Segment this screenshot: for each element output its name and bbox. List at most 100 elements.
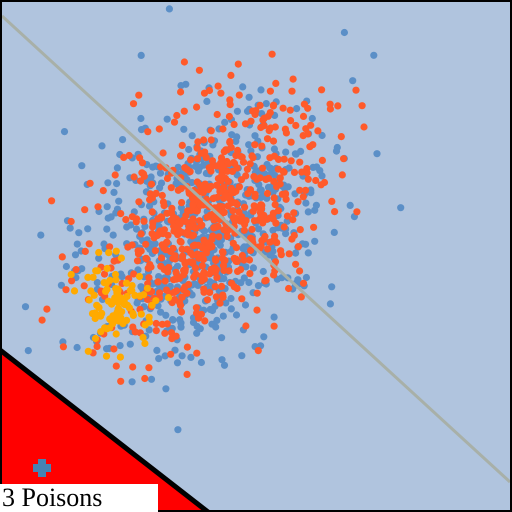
red-point: [263, 135, 272, 143]
divider-line: [0, 14, 512, 484]
blue-point: [193, 329, 201, 337]
red-point: [146, 190, 154, 198]
red-point: [193, 155, 201, 163]
red-point: [200, 285, 208, 293]
blue-point: [145, 326, 153, 334]
red-point: [211, 283, 219, 291]
orange-point: [126, 286, 134, 295]
red-point: [248, 225, 256, 233]
red-point: [262, 276, 270, 284]
red-point: [194, 138, 202, 146]
blue-point: [113, 164, 121, 172]
red-point: [274, 155, 283, 163]
red-point: [212, 293, 220, 301]
red-point: [259, 219, 267, 227]
red-point: [223, 167, 231, 175]
red-point: [200, 236, 208, 244]
red-point: [216, 299, 224, 307]
red-point: [173, 111, 181, 120]
red-point: [137, 230, 145, 238]
orange-point: [103, 264, 111, 273]
red-point: [219, 293, 227, 301]
red-point: [110, 345, 118, 353]
blue-point: [103, 345, 111, 353]
red-point: [173, 287, 181, 295]
red-point: [172, 275, 180, 283]
blue-point: [137, 51, 145, 60]
blue-point: [118, 273, 126, 281]
red-point: [112, 362, 120, 370]
red-point: [178, 293, 186, 301]
red-point: [228, 167, 237, 175]
red-point: [191, 264, 200, 272]
red-point: [279, 104, 287, 112]
red-point: [43, 305, 51, 313]
blue-point: [187, 353, 195, 361]
red-point: [246, 160, 254, 168]
blue-point: [71, 251, 80, 259]
red-point: [249, 154, 257, 162]
red-point: [170, 213, 178, 221]
red-point: [189, 215, 197, 223]
red-point: [269, 215, 277, 223]
red-point: [229, 207, 237, 215]
red-point: [262, 175, 270, 183]
red-point: [161, 277, 169, 285]
red-point: [212, 256, 220, 265]
red-point: [193, 178, 201, 186]
blue-point: [308, 114, 316, 123]
red-point: [201, 317, 209, 325]
blue-point: [294, 276, 302, 284]
blue-point: [328, 283, 336, 291]
red-point: [220, 266, 228, 274]
blue-point: [180, 125, 188, 133]
red-point: [58, 253, 66, 261]
red-point: [238, 295, 246, 303]
red-point: [268, 50, 276, 58]
red-point: [129, 100, 138, 108]
red-point: [200, 136, 208, 144]
red-point: [260, 122, 268, 130]
blue-point: [107, 213, 115, 221]
red-point: [169, 254, 177, 262]
red-point: [170, 118, 179, 126]
red-point: [258, 237, 266, 245]
orange-point: [91, 334, 100, 343]
red-point: [189, 195, 197, 204]
blue-point: [282, 148, 290, 156]
blue-point: [333, 143, 341, 152]
red-point: [226, 96, 234, 104]
red-point: [220, 226, 228, 234]
red-point: [289, 75, 297, 83]
red-point: [340, 155, 348, 163]
red-point: [280, 155, 288, 163]
red-point: [285, 250, 293, 258]
red-point: [250, 217, 259, 225]
red-point: [283, 212, 291, 220]
red-point: [205, 240, 213, 248]
blue-point: [137, 114, 145, 123]
blue-point: [283, 217, 291, 225]
red-point: [235, 208, 243, 216]
blue-point: [233, 107, 241, 115]
plus-icon[interactable]: [33, 459, 51, 477]
red-point: [132, 215, 141, 223]
red-point: [257, 201, 265, 209]
red-point: [240, 226, 248, 234]
red-point: [38, 316, 46, 324]
blue-point: [60, 128, 69, 136]
blue-point: [132, 225, 141, 233]
red-point: [256, 174, 264, 182]
red-point: [358, 102, 366, 110]
blue-point: [340, 28, 348, 37]
red-point: [180, 107, 188, 115]
red-point: [72, 266, 80, 274]
blue-point: [373, 150, 381, 158]
red-point: [253, 289, 261, 297]
red-point: [352, 86, 360, 94]
blue-point: [304, 208, 312, 216]
blue-point: [156, 169, 165, 177]
blue-point: [292, 249, 300, 257]
blue-point: [174, 426, 182, 434]
